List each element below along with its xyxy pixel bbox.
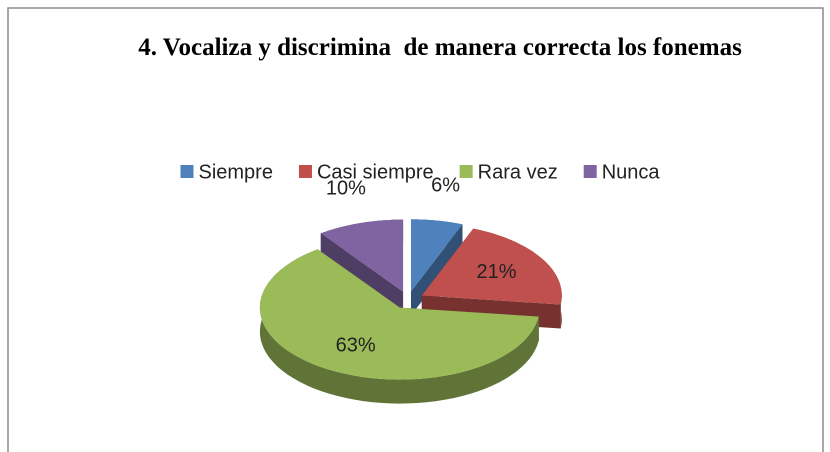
- legend-label: Rara vez: [478, 161, 558, 183]
- data-label: 21%: [476, 261, 516, 283]
- legend-swatch: [180, 165, 194, 178]
- pie-slice: [320, 219, 404, 292]
- pie-slice: [421, 228, 562, 305]
- legend-swatch: [298, 165, 312, 178]
- data-label: 10%: [326, 178, 366, 200]
- slice-edge: [320, 233, 404, 316]
- legend-label: Nunca: [602, 161, 661, 183]
- pie-slice: [259, 249, 539, 380]
- pie-slice: [411, 219, 463, 292]
- title-box: 4. Vocaliza y discrimina de manera corre…: [138, 34, 742, 61]
- legend-swatch: [583, 165, 597, 178]
- legend-label: Siempre: [198, 161, 272, 183]
- data-label: 63%: [336, 334, 376, 356]
- slice-edge: [411, 224, 463, 316]
- chart-title: 4. Vocaliza y discrimina de manera corre…: [138, 34, 742, 61]
- legend-swatch: [459, 165, 473, 178]
- data-label: 6%: [431, 174, 460, 196]
- legend-label: Casi siempre: [317, 161, 434, 183]
- chart-border: [7, 7, 824, 452]
